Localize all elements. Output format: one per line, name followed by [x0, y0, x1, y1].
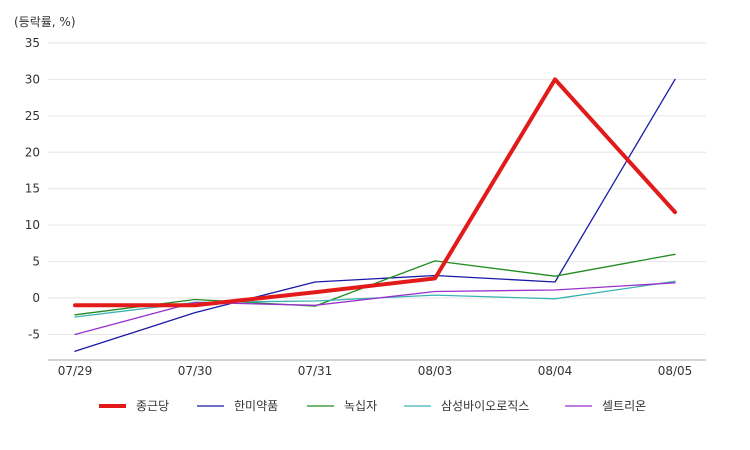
- x-tick-label: 07/30: [178, 364, 213, 378]
- series-lines: [73, 77, 677, 352]
- y-tick-label: -5: [28, 327, 40, 341]
- series-line: [74, 78, 676, 352]
- legend-label: 한미약품: [234, 398, 278, 413]
- legend-label: 녹십자: [344, 399, 377, 413]
- x-tick-label: 07/31: [298, 364, 333, 378]
- series-line: [74, 282, 676, 336]
- y-tick-label: 5: [32, 255, 40, 269]
- y-tick-label: 25: [25, 109, 40, 123]
- legend-label: 종근당: [136, 399, 169, 413]
- y-tick-label: 35: [25, 36, 40, 50]
- series-line: [73, 77, 677, 308]
- y-tick-label: 20: [25, 145, 40, 159]
- x-tick-label: 07/29: [58, 364, 93, 378]
- y-tick-label: 30: [25, 72, 40, 86]
- gridlines: [48, 42, 706, 335]
- y-tick-label: 10: [25, 218, 40, 232]
- legend-label: 셀트리온: [602, 399, 646, 413]
- x-tick-label: 08/05: [658, 364, 693, 378]
- x-tick-label: 08/04: [538, 364, 573, 378]
- x-tick-label: 08/03: [418, 364, 453, 378]
- y-tick-label: 15: [25, 182, 40, 196]
- y-tick-label: 0: [32, 291, 40, 305]
- axes: -5 0 5 10 15 20 25 30 35 07/29 07/30 07/31 08/03 08/0…: [25, 36, 706, 378]
- legend: 종근당 한미약품 녹십자 삼성바이오로직스 셀트리온: [99, 398, 646, 413]
- legend-label: 삼성바이오로직스: [441, 399, 529, 413]
- y-unit-label: (등락률, %): [14, 15, 76, 29]
